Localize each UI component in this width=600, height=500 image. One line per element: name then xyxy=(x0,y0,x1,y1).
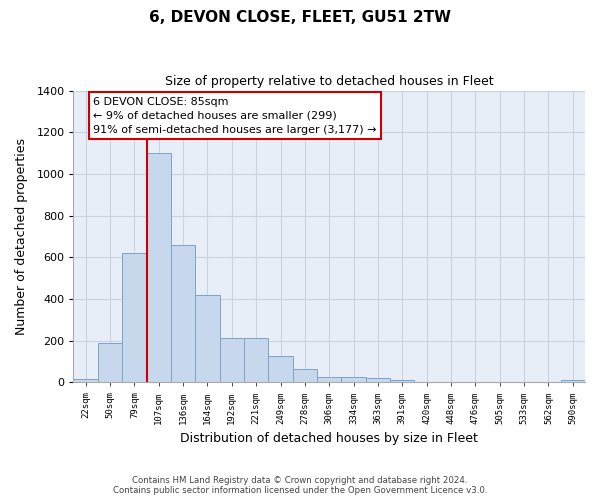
Bar xyxy=(122,253,146,382)
Bar xyxy=(220,338,244,382)
Text: Contains HM Land Registry data © Crown copyright and database right 2024.
Contai: Contains HM Land Registry data © Crown c… xyxy=(113,476,487,495)
Bar xyxy=(268,356,293,382)
Bar xyxy=(366,378,390,382)
Bar xyxy=(317,377,341,382)
Title: Size of property relative to detached houses in Fleet: Size of property relative to detached ho… xyxy=(165,75,494,88)
Bar xyxy=(73,380,98,382)
Text: 6, DEVON CLOSE, FLEET, GU51 2TW: 6, DEVON CLOSE, FLEET, GU51 2TW xyxy=(149,10,451,25)
Bar xyxy=(146,153,171,382)
Bar xyxy=(195,295,220,382)
Bar xyxy=(293,369,317,382)
Y-axis label: Number of detached properties: Number of detached properties xyxy=(15,138,28,335)
Bar xyxy=(171,245,195,382)
Bar xyxy=(560,380,585,382)
Bar xyxy=(390,380,415,382)
X-axis label: Distribution of detached houses by size in Fleet: Distribution of detached houses by size … xyxy=(181,432,478,445)
Text: 6 DEVON CLOSE: 85sqm
← 9% of detached houses are smaller (299)
91% of semi-detac: 6 DEVON CLOSE: 85sqm ← 9% of detached ho… xyxy=(93,97,376,135)
Bar xyxy=(244,338,268,382)
Bar xyxy=(341,377,366,382)
Bar xyxy=(98,343,122,382)
